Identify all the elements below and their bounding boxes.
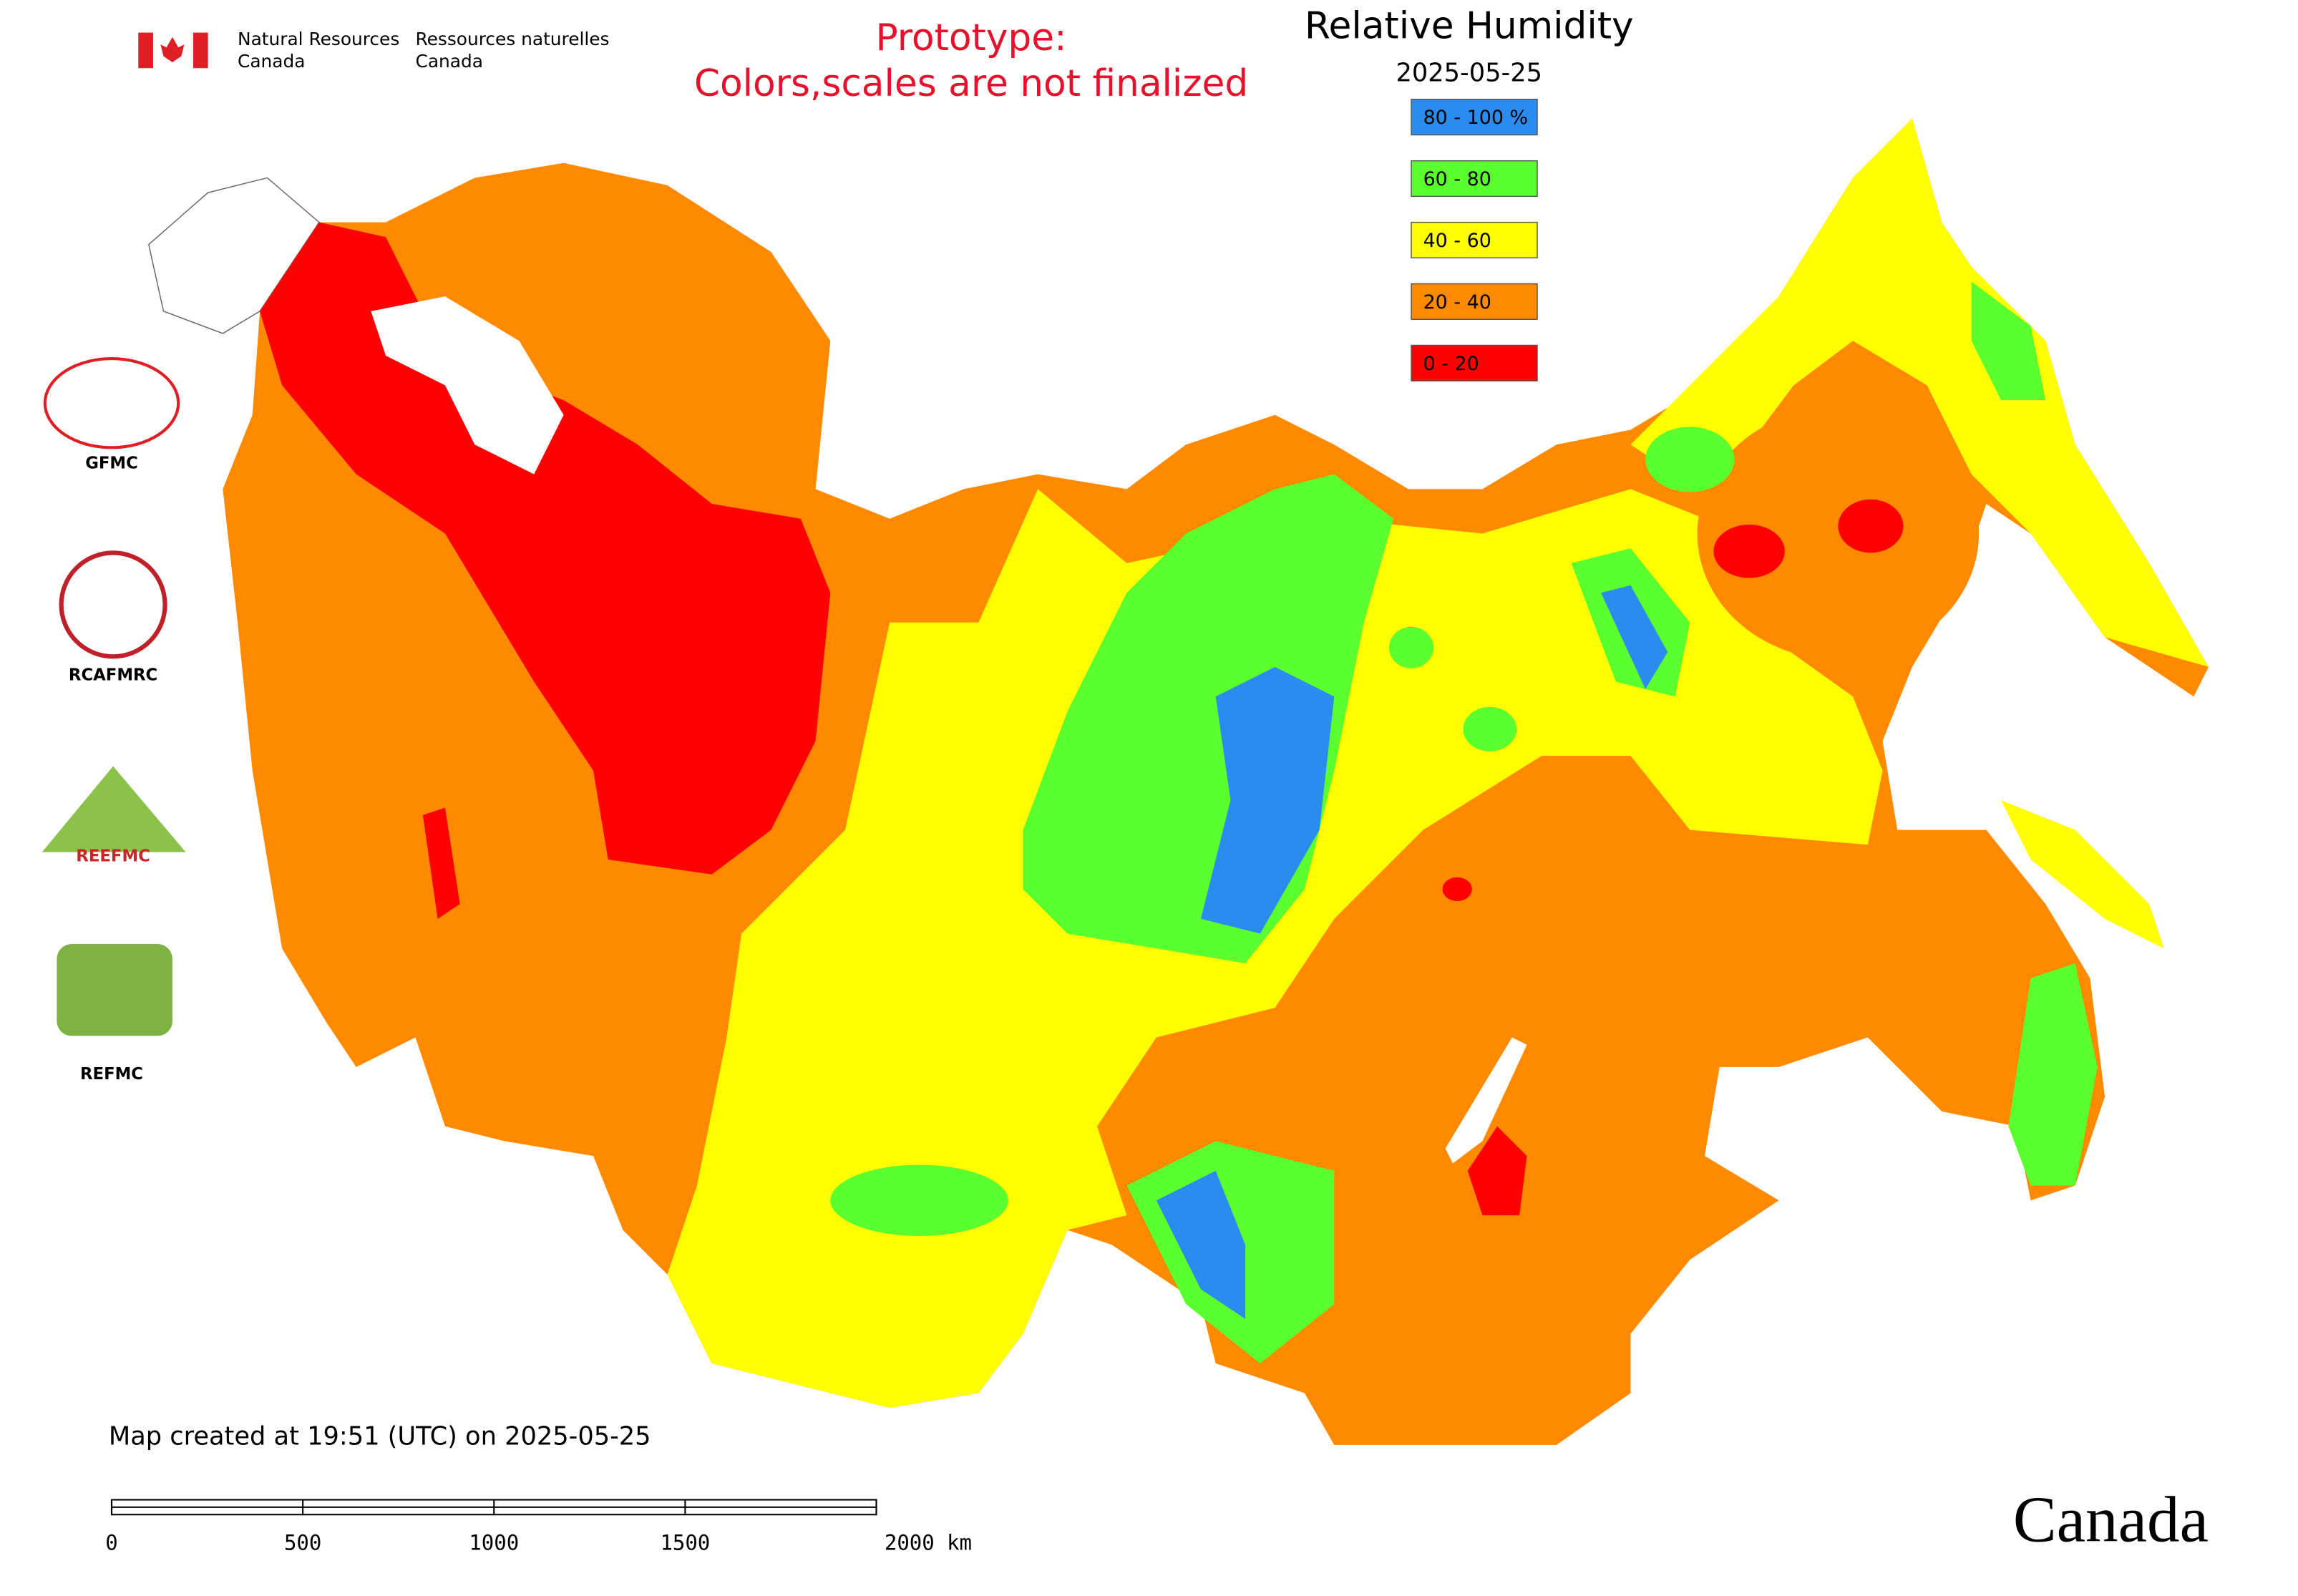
legend-label: 40 - 60 xyxy=(1423,230,1491,252)
scale-label: 500 xyxy=(284,1531,321,1555)
legend-swatch xyxy=(1411,344,1538,381)
flag-bar xyxy=(193,32,208,69)
zone-80-100 xyxy=(1200,666,1335,934)
notice: Prototype: xyxy=(875,16,1066,59)
scale-label: 2000 km xyxy=(885,1531,972,1555)
logo-reefmc xyxy=(42,766,186,852)
logo-label: RCAFMRC xyxy=(69,666,157,685)
legend: 80 - 100 % 60 - 80 40 - 60 20 - 40 0 - 20 xyxy=(1411,99,1538,381)
legend-swatch xyxy=(1411,283,1538,320)
legend-label: 80 - 100 % xyxy=(1423,107,1529,129)
zone-0-20 xyxy=(1467,1126,1527,1215)
logo-gfmc xyxy=(43,357,180,449)
legend-label: 20 - 40 xyxy=(1423,291,1491,313)
zone-0-20 xyxy=(1838,499,1904,553)
lake-baikal xyxy=(1445,1037,1527,1164)
scale-label: 1000 xyxy=(469,1531,519,1555)
zone-0-20 xyxy=(1442,877,1472,901)
notice: Colors,scales are not finalized xyxy=(694,62,1248,105)
wordmark: Canada xyxy=(2013,1484,2209,1556)
agency-en: Canada xyxy=(238,51,305,72)
zone-40-60 xyxy=(1630,118,2209,667)
zone-0-20 xyxy=(422,807,460,919)
water xyxy=(371,296,564,475)
zone-60-80 xyxy=(830,1164,1008,1236)
logo-refmc xyxy=(57,944,172,1036)
legend-swatch xyxy=(1411,160,1538,198)
legend-label: 0 - 20 xyxy=(1423,353,1479,375)
logo-label: REEFMC xyxy=(76,847,150,865)
agency-fr: Ressources naturelles xyxy=(416,29,610,49)
zone-60-80 xyxy=(1645,427,1735,492)
legend-label: 60 - 80 xyxy=(1423,168,1491,190)
agency-en: Natural Resources xyxy=(238,29,399,49)
logo-label: REFMC xyxy=(80,1065,143,1084)
logo-rcafmrc xyxy=(59,550,167,659)
zone-60-80 xyxy=(1463,706,1517,751)
scale-label: 0 xyxy=(105,1531,117,1555)
zone-20-40 xyxy=(1697,407,1980,660)
zone-60-80 xyxy=(2008,963,2098,1186)
zone-40-60 xyxy=(2001,800,2164,949)
zone-0-20 xyxy=(260,222,831,875)
zone-60-80 xyxy=(1971,281,2046,401)
scale-label: 1500 xyxy=(660,1531,710,1555)
scale-labels: 0 500 1000 1500 2000 km xyxy=(105,1499,972,1555)
date: 2025-05-25 xyxy=(1396,59,1543,88)
legend-swatch xyxy=(1411,99,1538,136)
agency-fr: Canada xyxy=(416,51,483,72)
maple-leaf xyxy=(160,37,185,62)
logo-label: GFMC xyxy=(85,454,138,473)
zone-80-100 xyxy=(1601,585,1668,689)
zone-0-20 xyxy=(1713,525,1785,578)
footer-note: Map created at 19:51 (UTC) on 2025-05-25 xyxy=(109,1422,651,1451)
zone-60-80 xyxy=(1388,626,1434,668)
flag-bar xyxy=(138,32,153,69)
zone-80-100 xyxy=(1156,1170,1246,1319)
title: Relative Humidity xyxy=(1305,4,1634,47)
legend-swatch xyxy=(1411,221,1538,259)
